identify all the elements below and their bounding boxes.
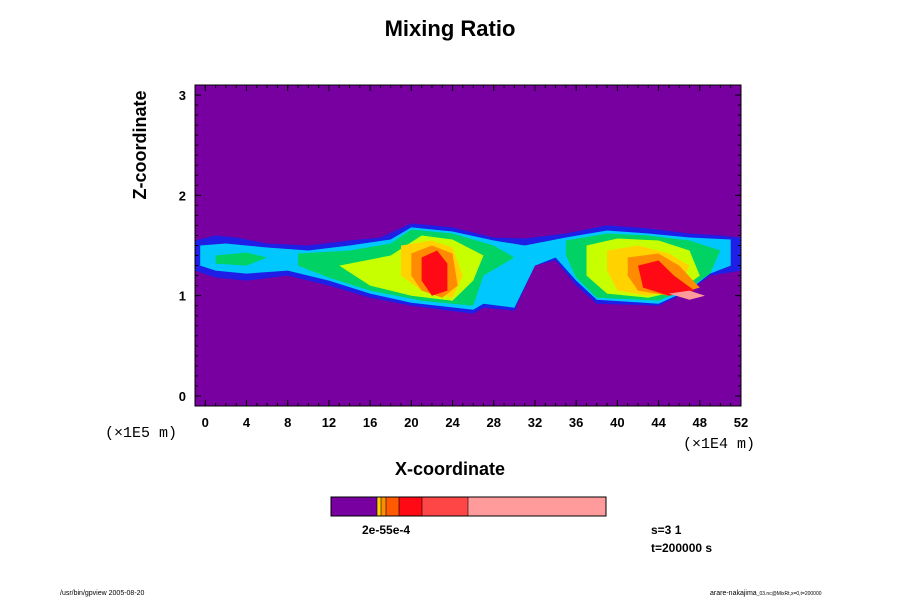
mixing-ratio-region-2-2 xyxy=(215,252,268,266)
stats-t: t=200000 s xyxy=(651,541,713,555)
x-tick-label: 0 xyxy=(202,415,209,430)
colorbar-labels: 2e-55e-4 xyxy=(362,523,411,537)
y-tick-label: 2 xyxy=(179,188,186,203)
x-tick-label: 4 xyxy=(243,415,251,430)
x-tick-label: 16 xyxy=(363,415,377,430)
colorbar-frame xyxy=(330,496,607,517)
stats-block: s=3 1 t=200000 s xyxy=(651,521,712,557)
footer-source: arare-nakajima_03.nc@MixRt,x=0,t=200000 xyxy=(710,590,822,597)
x-tick-label: 52 xyxy=(734,415,748,430)
y-tick-label: 1 xyxy=(179,289,186,304)
stats-s: s=3 1 xyxy=(651,523,682,537)
colorbar-segment xyxy=(331,497,377,516)
x-tick-label: 12 xyxy=(322,415,336,430)
x-tick-label: 40 xyxy=(610,415,624,430)
x-tick-label: 24 xyxy=(445,415,460,430)
x-axis-multiplier: (×1E4 m) xyxy=(682,436,755,453)
x-axis-label: X-coordinate xyxy=(394,459,505,479)
x-tick-label: 28 xyxy=(487,415,501,430)
x-tick-label: 8 xyxy=(284,415,291,430)
y-axis-label: Z-coordinate xyxy=(130,90,150,200)
colorbar-segment xyxy=(386,497,399,516)
y-tick-label: 3 xyxy=(179,88,186,103)
colorbar-segment xyxy=(381,497,386,516)
footer-source-main: arare-nakajima xyxy=(710,590,757,597)
mixing-ratio-region-6-0 xyxy=(421,250,448,296)
x-tick-label: 44 xyxy=(651,415,666,430)
colorbar-segment xyxy=(422,497,468,516)
y-tick-label: 0 xyxy=(179,389,186,404)
mixing-ratio-region-7-0 xyxy=(668,290,705,300)
colorbar-segment xyxy=(377,497,381,516)
x-tick-label: 36 xyxy=(569,415,583,430)
mixing-ratio-region-6-1 xyxy=(638,260,695,296)
x-tick-label: 48 xyxy=(693,415,707,430)
colorbar-segment xyxy=(399,497,422,516)
chart-title: Mixing Ratio xyxy=(384,16,516,41)
footer-source-detail: _03.nc@MixRt,x=0,t=200000 xyxy=(756,591,822,597)
y-axis-multiplier: (×1E5 m) xyxy=(105,425,178,442)
x-tick-label: 32 xyxy=(528,415,542,430)
colorbar-segment xyxy=(468,497,606,516)
x-tick-label: 20 xyxy=(404,415,418,430)
footer-command: /usr/bin/gpview 2005-08-20 xyxy=(60,590,145,597)
